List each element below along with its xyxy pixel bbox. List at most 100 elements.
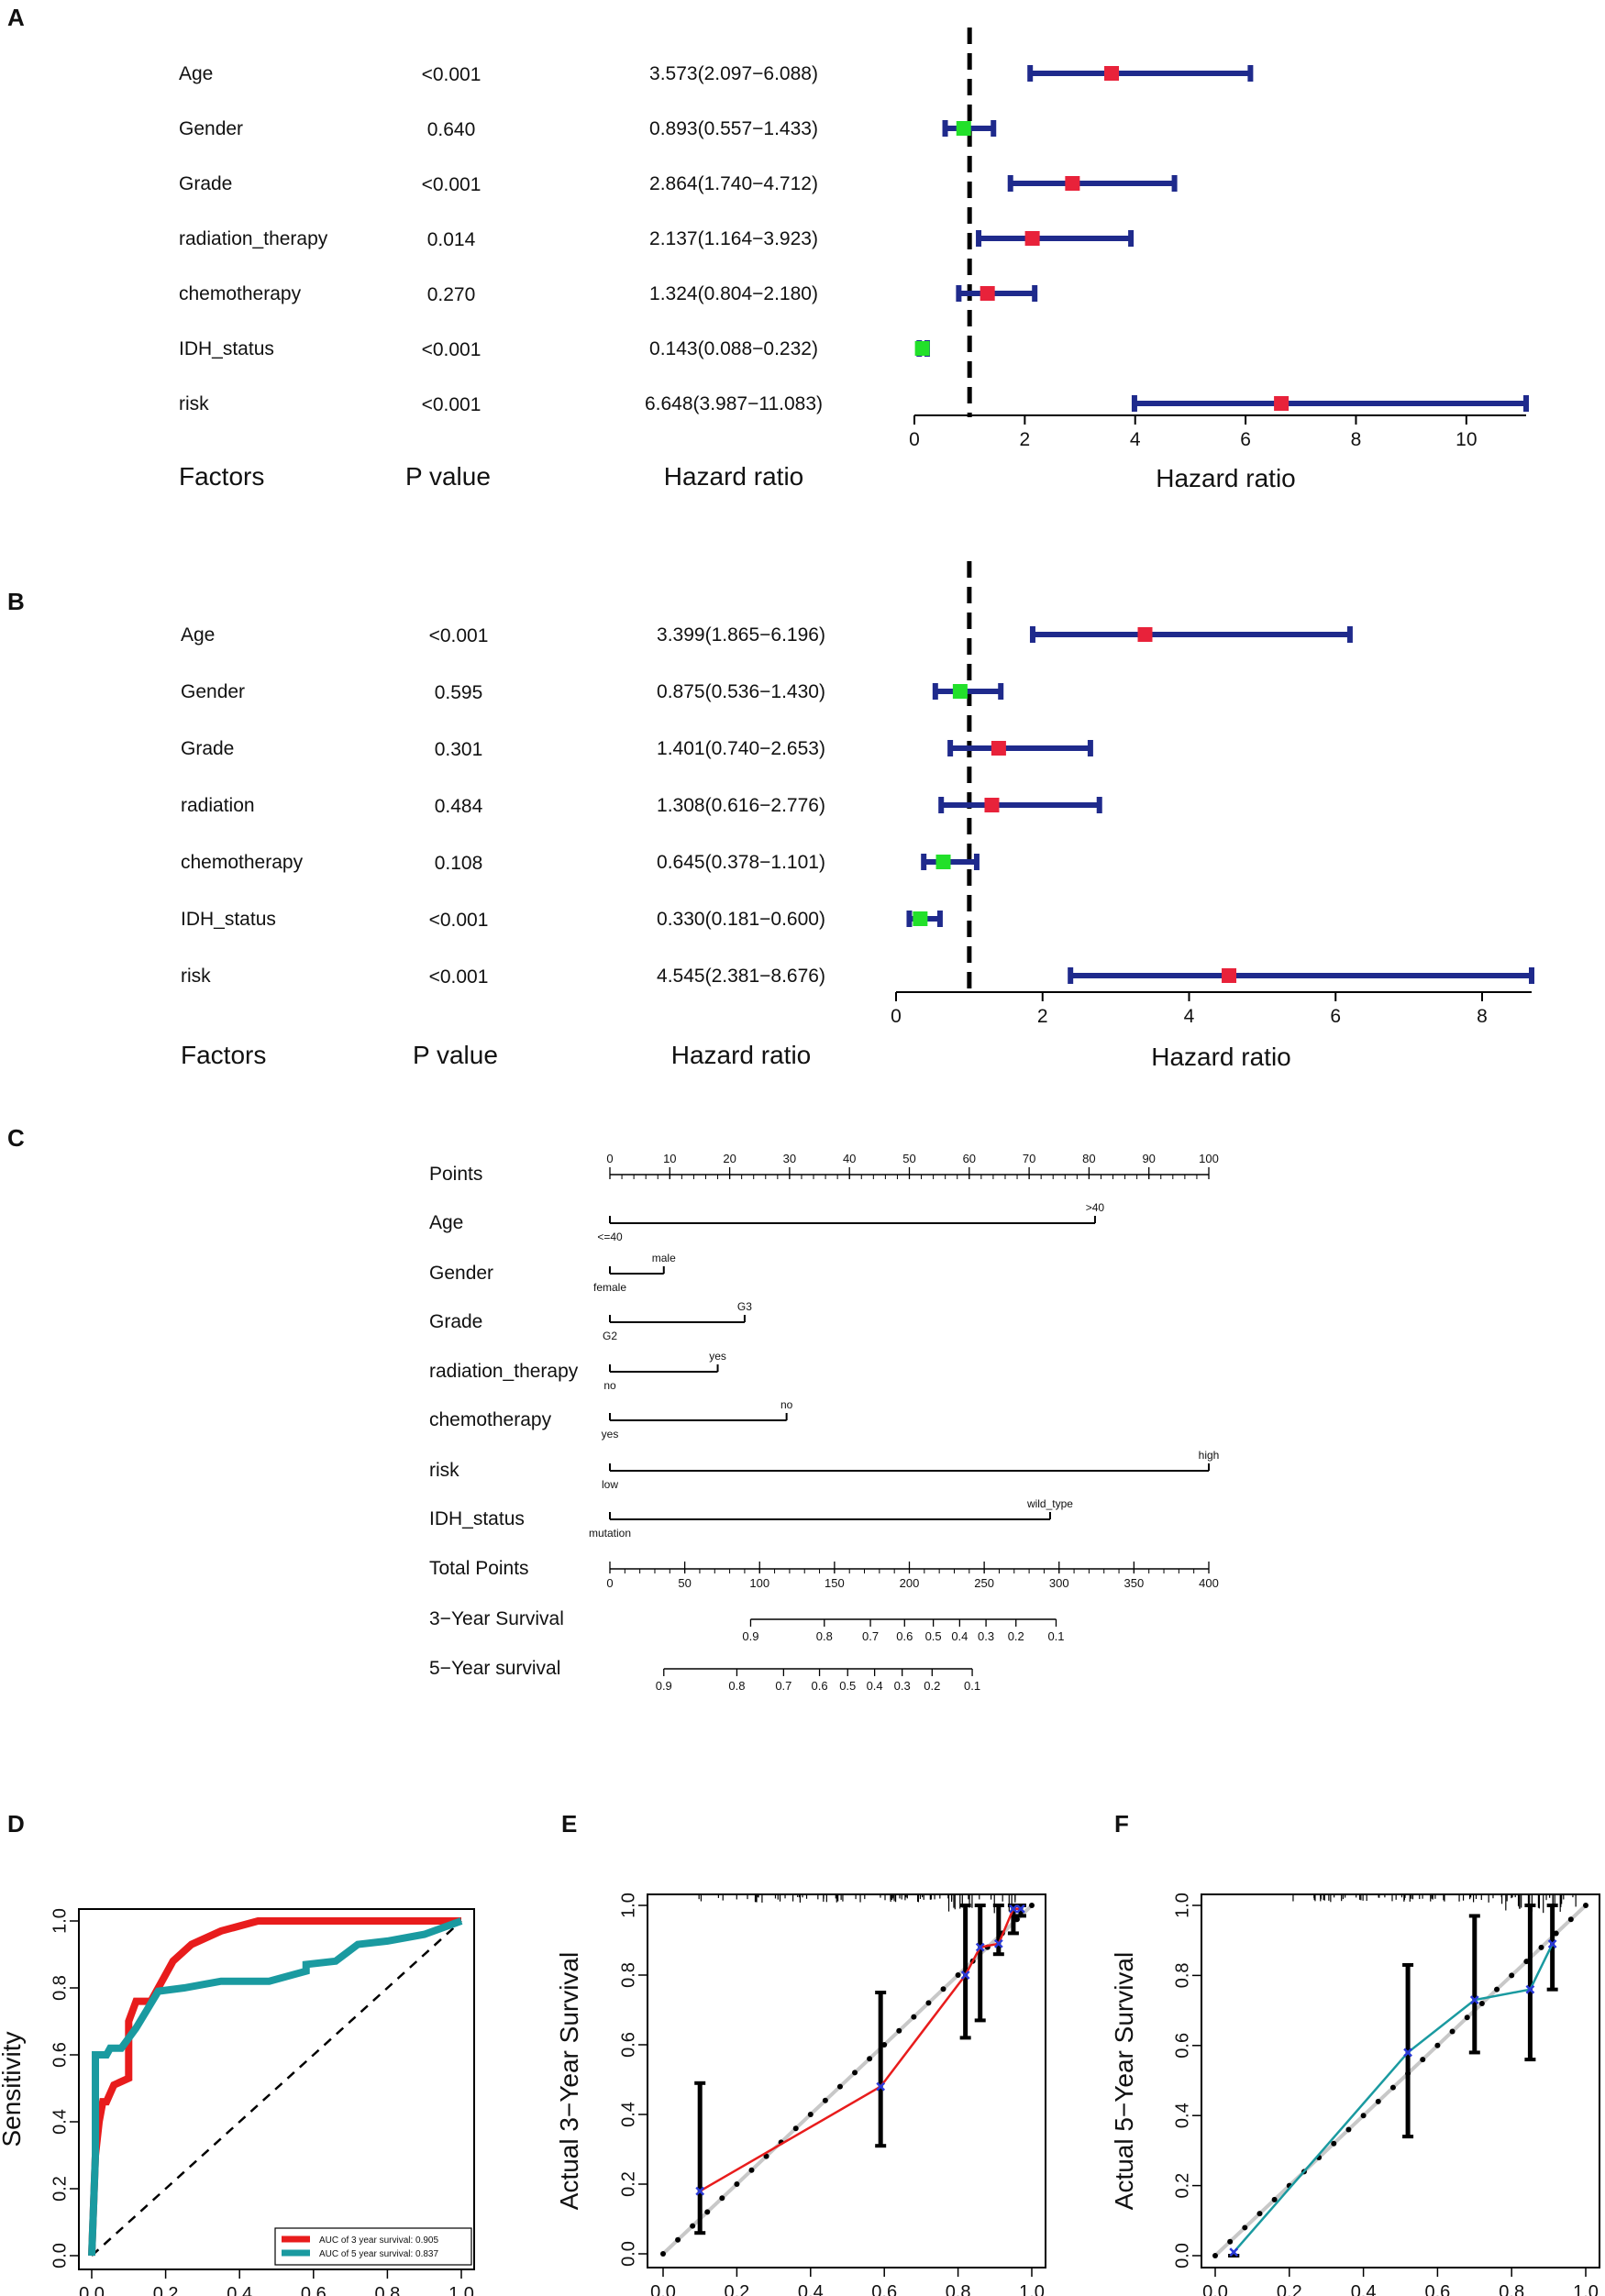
ideal-dot xyxy=(1242,2224,1248,2231)
hr-text: 6.648(3.987−11.083) xyxy=(645,393,823,414)
survival-tick-label: 0.8 xyxy=(816,1629,833,1643)
ideal-dot xyxy=(925,2000,932,2006)
nomogram-row-label: 3−Year Survival xyxy=(429,1608,564,1629)
p-value: <0.001 xyxy=(429,625,489,646)
y-tick-label: 0.2 xyxy=(1172,2173,1192,2199)
rug-marks xyxy=(698,1894,1016,1914)
calibration-point xyxy=(993,1938,1003,1948)
hr-text: 0.330(0.181−0.600) xyxy=(657,909,825,930)
scale-tick-label: 50 xyxy=(678,1576,691,1590)
hr-marker xyxy=(1024,231,1040,246)
forest-plot-a: Age <0.001 3.573(2.097−6.088) Gender 0.640 0.… xyxy=(179,28,1529,492)
hr-text: 0.143(0.088−0.232) xyxy=(649,338,818,359)
y-tick-label: 0.8 xyxy=(618,1962,638,1988)
ci-row xyxy=(1131,395,1529,412)
plot-frame xyxy=(1201,1893,1600,2268)
x-tick-label: 0.2 xyxy=(153,2284,179,2296)
hr-text: 1.324(0.804−2.180) xyxy=(649,283,818,304)
nomogram-row-label: 5−Year survival xyxy=(429,1658,560,1679)
survival-tick-label: 0.7 xyxy=(862,1629,879,1643)
survival-tick-label: 0.3 xyxy=(978,1629,994,1643)
x-tick-label: 1.0 xyxy=(448,2284,474,2296)
p-value: 0.301 xyxy=(435,739,483,760)
ci-row xyxy=(947,740,1093,756)
ideal-dot xyxy=(1013,1916,1020,1923)
panel-letter-e: E xyxy=(561,1810,577,1838)
ideal-dot xyxy=(1420,2057,1426,2063)
p-value: 0.640 xyxy=(427,119,476,140)
y-tick-label: 0.6 xyxy=(618,2032,638,2058)
p-value: <0.001 xyxy=(429,910,489,931)
x-axis-title: Hazard ratio xyxy=(1151,1043,1291,1071)
header-pvalue: P value xyxy=(413,1041,498,1069)
ideal-dot xyxy=(1331,2140,1337,2147)
ci-row xyxy=(976,230,1135,247)
var-end-label: wild_type xyxy=(1026,1497,1073,1510)
nomogram-row-label: risk xyxy=(429,1460,459,1481)
var-start-label: mutation xyxy=(589,1527,631,1540)
nomogram-c: Points 0 10 20 30 40 50 60 70 80 90 100 Age <=40 >40 Ge… xyxy=(429,1152,1219,1693)
x-tick-label: 8 xyxy=(1351,429,1362,450)
ideal-dot xyxy=(852,2070,858,2076)
p-value: 0.108 xyxy=(435,853,483,874)
survival-tick-label: 0.6 xyxy=(812,1679,828,1693)
calibration-point xyxy=(1403,2048,1412,2058)
ideal-dot xyxy=(1523,1959,1530,1965)
scale-tick-label: 100 xyxy=(749,1576,769,1590)
y-tick-label: 1.0 xyxy=(50,1908,70,1934)
x-tick-label: 0 xyxy=(891,1006,902,1027)
ideal-dot xyxy=(822,2097,828,2103)
y-axis-title: Actual 5−Year Survival xyxy=(1110,1952,1138,2210)
panel-letter-f: F xyxy=(1114,1810,1129,1838)
x-tick-label: 1.0 xyxy=(1019,2282,1045,2296)
x-axis-title: Hazard ratio xyxy=(1156,464,1296,492)
p-value: 0.595 xyxy=(435,682,483,703)
x-tick-label: 0.6 xyxy=(301,2284,327,2296)
survival-tick-label: 0.8 xyxy=(728,1679,745,1693)
hr-marker xyxy=(1065,176,1080,191)
scale-tick-label: 200 xyxy=(900,1576,920,1590)
factor-label: radiation xyxy=(181,795,255,816)
survival-tick-label: 0.3 xyxy=(894,1679,911,1693)
nomogram-row-label: Grade xyxy=(429,1311,482,1332)
calibration-plot-f: 0.00.00.20.20.40.40.60.60.80.81.01.0Nomo… xyxy=(1110,1893,1600,2296)
ideal-dot xyxy=(1478,2000,1485,2006)
calibration-point xyxy=(975,1942,985,1952)
p-value: <0.001 xyxy=(422,64,482,85)
ci-row xyxy=(932,683,1004,700)
plot-frame xyxy=(647,1893,1046,2268)
x-tick-label: 0.6 xyxy=(1424,2282,1450,2296)
rug-marks xyxy=(1292,1894,1577,1914)
ci-row xyxy=(906,911,943,927)
x-tick-label: 4 xyxy=(1130,429,1141,450)
ideal-dot xyxy=(1271,2196,1278,2202)
hr-marker xyxy=(913,911,928,926)
var-end-label: high xyxy=(1199,1449,1220,1462)
panel-letter-b: B xyxy=(7,588,25,615)
factor-label: IDH_status xyxy=(179,338,274,359)
y-tick-label: 0.0 xyxy=(618,2241,638,2267)
hr-text: 4.545(2.381−8.676) xyxy=(657,966,825,987)
hr-marker xyxy=(1104,66,1120,81)
scale-tick-label: 250 xyxy=(974,1576,994,1590)
ideal-dot xyxy=(675,2236,681,2243)
header-factors: Factors xyxy=(179,462,264,491)
calibration-point xyxy=(695,2186,705,2196)
scale-tick-label: 60 xyxy=(963,1152,976,1165)
hr-marker xyxy=(956,121,971,136)
ideal-dot xyxy=(1345,2126,1352,2133)
ideal-dot xyxy=(1434,2042,1441,2048)
ideal-band xyxy=(661,1904,1034,2256)
survival-tick-label: 0.9 xyxy=(656,1679,672,1693)
y-tick-label: 0.8 xyxy=(1172,1962,1192,1988)
nomogram-row-label: chemotherapy xyxy=(429,1409,552,1430)
x-tick-label: 2 xyxy=(1037,1006,1048,1027)
x-tick-label: 0.8 xyxy=(1499,2282,1524,2296)
ideal-dot xyxy=(911,2014,917,2020)
ideal-band xyxy=(1213,1904,1588,2257)
ideal-dot xyxy=(748,2167,755,2173)
nomogram-row-label: IDH_status xyxy=(429,1508,525,1529)
ideal-dot xyxy=(690,2223,696,2229)
ideal-dot xyxy=(940,1986,946,1992)
x-tick-label: 0.6 xyxy=(871,2282,897,2296)
